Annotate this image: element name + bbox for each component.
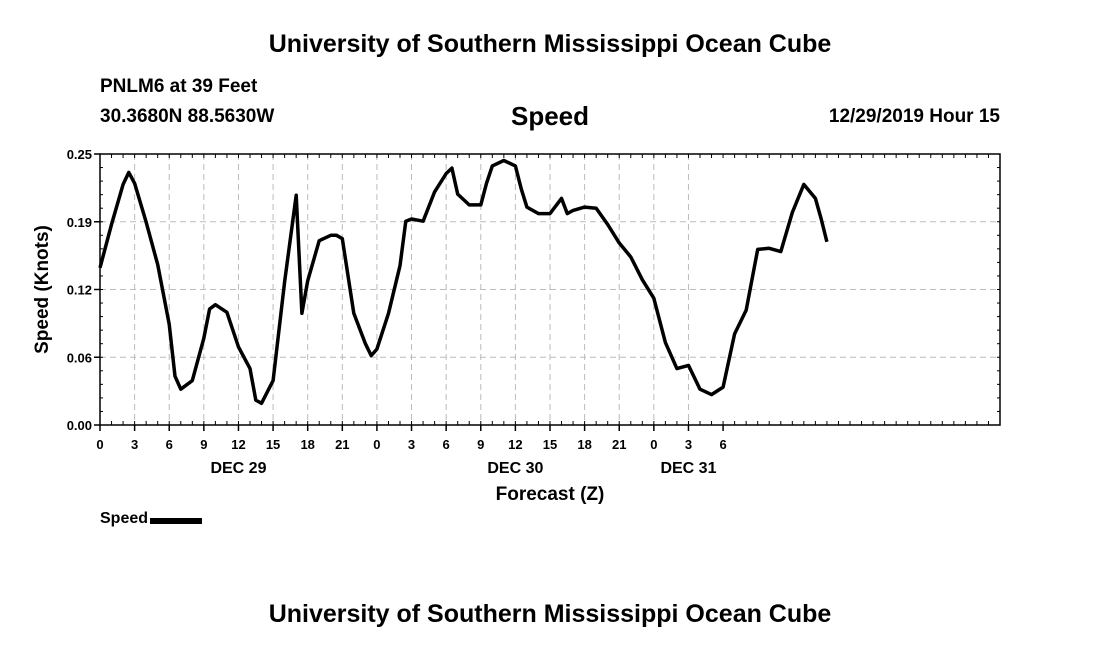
y-tick-label: 0.12 [67, 283, 92, 298]
page-title-top: University of Southern Mississippi Ocean… [268, 30, 832, 58]
x-tick-label: 18 [577, 437, 591, 452]
x-tick-label: 0 [373, 437, 380, 452]
y-tick-label: 0.25 [67, 147, 92, 162]
x-tick-label: 3 [685, 437, 692, 452]
x-axis-ticks: 0 3 6 9 12 15 18 21 0 3 6 9 12 15 18 21 0 3 6 [96, 425, 727, 452]
station-label: PNLM6 at 39 Feet [100, 76, 258, 97]
x-tick-label: 0 [650, 437, 657, 452]
x-tick-label: 18 [300, 437, 314, 452]
x-tick-label: 3 [131, 437, 138, 452]
x-tick-label: 6 [719, 437, 726, 452]
y-axis-ticks: 0.00 0.06 0.12 0.19 0.25 [67, 147, 100, 433]
date-labels: DEC 29 DEC 30 DEC 31 [210, 460, 716, 477]
x-axis-label: Forecast (Z) [496, 484, 605, 505]
x-tick-label: 12 [231, 437, 245, 452]
speed-series-line [98, 158, 829, 406]
x-tick-label: 12 [508, 437, 522, 452]
coordinates-label: 30.3680N 88.5630W [100, 106, 275, 127]
legend-line-swatch [150, 518, 203, 524]
page-title-bottom: University of Southern Mississippi Ocean… [268, 600, 832, 628]
x-tick-label: 6 [443, 437, 450, 452]
x-tick-label: 21 [335, 437, 349, 452]
legend: Speed [100, 510, 203, 528]
chart-title: Speed [510, 101, 590, 131]
y-tick-label: 0.00 [67, 418, 92, 433]
y-axis-label: Speed (Knots) [32, 225, 53, 354]
y-tick-label: 0.06 [67, 350, 92, 365]
x-tick-label: 3 [408, 437, 415, 452]
x-tick-label: 0 [96, 437, 103, 452]
x-tick-label: 15 [543, 437, 557, 452]
x-tick-label: 9 [200, 437, 207, 452]
x-tick-label: 9 [477, 437, 484, 452]
legend-label: Speed [100, 510, 149, 527]
x-tick-label: 6 [166, 437, 173, 452]
y-tick-label: 0.19 [67, 215, 92, 230]
x-tick-label: 21 [612, 437, 626, 452]
grid-lines [100, 154, 1000, 425]
date-label: DEC 31 [660, 460, 716, 477]
date-label: DEC 29 [210, 460, 266, 477]
forecast-date-label: 12/29/2019 Hour 15 [828, 106, 1000, 127]
date-label: DEC 30 [487, 460, 543, 477]
x-tick-label: 15 [266, 437, 280, 452]
